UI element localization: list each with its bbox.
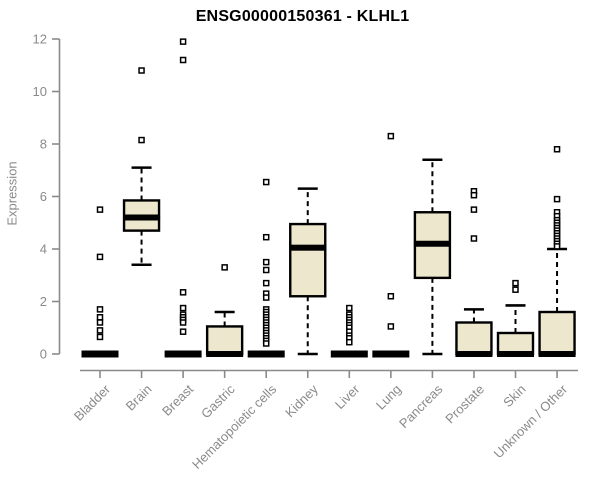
box <box>289 222 327 298</box>
x-category-label: Breast <box>159 381 196 418</box>
outlier-point <box>346 304 353 312</box>
outlier-point <box>221 264 228 271</box>
x-category-label: Liver <box>332 381 363 412</box>
outlier-point <box>346 338 353 346</box>
x-category-label: Prostate <box>442 382 487 427</box>
y-tick-label: 4 <box>40 242 47 257</box>
outlier-point <box>179 319 187 326</box>
median-line <box>455 351 493 357</box>
outlier-point <box>138 136 145 144</box>
x-category-label: Bladder <box>71 381 114 424</box>
outlier-point <box>387 132 395 140</box>
chart-title: ENSG00000150361 - KLHL1 <box>195 8 410 25</box>
x-category-label: Gastric <box>198 381 238 421</box>
outlier-point <box>512 279 519 287</box>
outlier-point <box>470 191 478 199</box>
median-line <box>538 351 576 357</box>
collapsed-box <box>81 350 119 358</box>
outlier-point <box>262 258 270 266</box>
box <box>455 321 493 356</box>
y-tick-label: 10 <box>33 84 47 99</box>
outlier-point <box>96 333 104 341</box>
outlier-point <box>179 328 187 335</box>
y-tick-label: 0 <box>40 347 47 362</box>
outlier-point <box>553 243 561 250</box>
outlier-point <box>262 279 270 287</box>
outlier-point <box>96 306 104 313</box>
x-category-label: Brain <box>123 382 155 414</box>
median-line <box>289 244 327 251</box>
x-category-label: Skin <box>500 382 528 410</box>
outlier-point <box>179 304 187 312</box>
box <box>205 325 244 356</box>
median-line <box>206 351 244 357</box>
y-tick-label: 12 <box>33 32 47 47</box>
outlier-point <box>262 340 270 347</box>
box <box>538 310 576 356</box>
y-tick-label: 2 <box>40 294 47 309</box>
box <box>496 331 535 356</box>
outlier-point <box>179 56 187 64</box>
outlier-point <box>262 266 270 274</box>
outlier-point <box>96 319 104 326</box>
y-tick-label: 6 <box>40 189 47 204</box>
x-category-label: Kidney <box>282 381 321 420</box>
outlier-point <box>553 146 561 153</box>
median-line <box>123 214 161 221</box>
x-category-label: Pancreas <box>396 381 446 431</box>
outlier-point <box>179 38 187 45</box>
outlier-point <box>387 323 395 330</box>
collapsed-box <box>372 350 410 358</box>
outlier-point <box>387 293 395 300</box>
outlier-point <box>96 327 104 334</box>
median-line <box>413 240 451 247</box>
y-tick-label: 8 <box>40 137 47 152</box>
outlier-point <box>96 253 104 261</box>
x-category-label: Lung <box>373 382 404 413</box>
outlier-point <box>96 314 104 321</box>
outlier-point <box>470 235 478 242</box>
median-line <box>497 351 534 357</box>
outlier-point <box>470 206 478 213</box>
collapsed-box <box>330 350 368 358</box>
outlier-point <box>262 233 270 241</box>
outlier-point <box>179 289 187 296</box>
collapsed-box <box>164 350 202 358</box>
outlier-point <box>262 294 270 301</box>
outlier-point <box>96 206 104 213</box>
x-category-label: Unknown / Other <box>491 381 571 461</box>
outlier-point <box>262 178 270 186</box>
outlier-point <box>512 286 519 293</box>
outlier-point <box>138 67 145 74</box>
collapsed-box <box>247 350 285 358</box>
outlier-point <box>553 195 561 203</box>
